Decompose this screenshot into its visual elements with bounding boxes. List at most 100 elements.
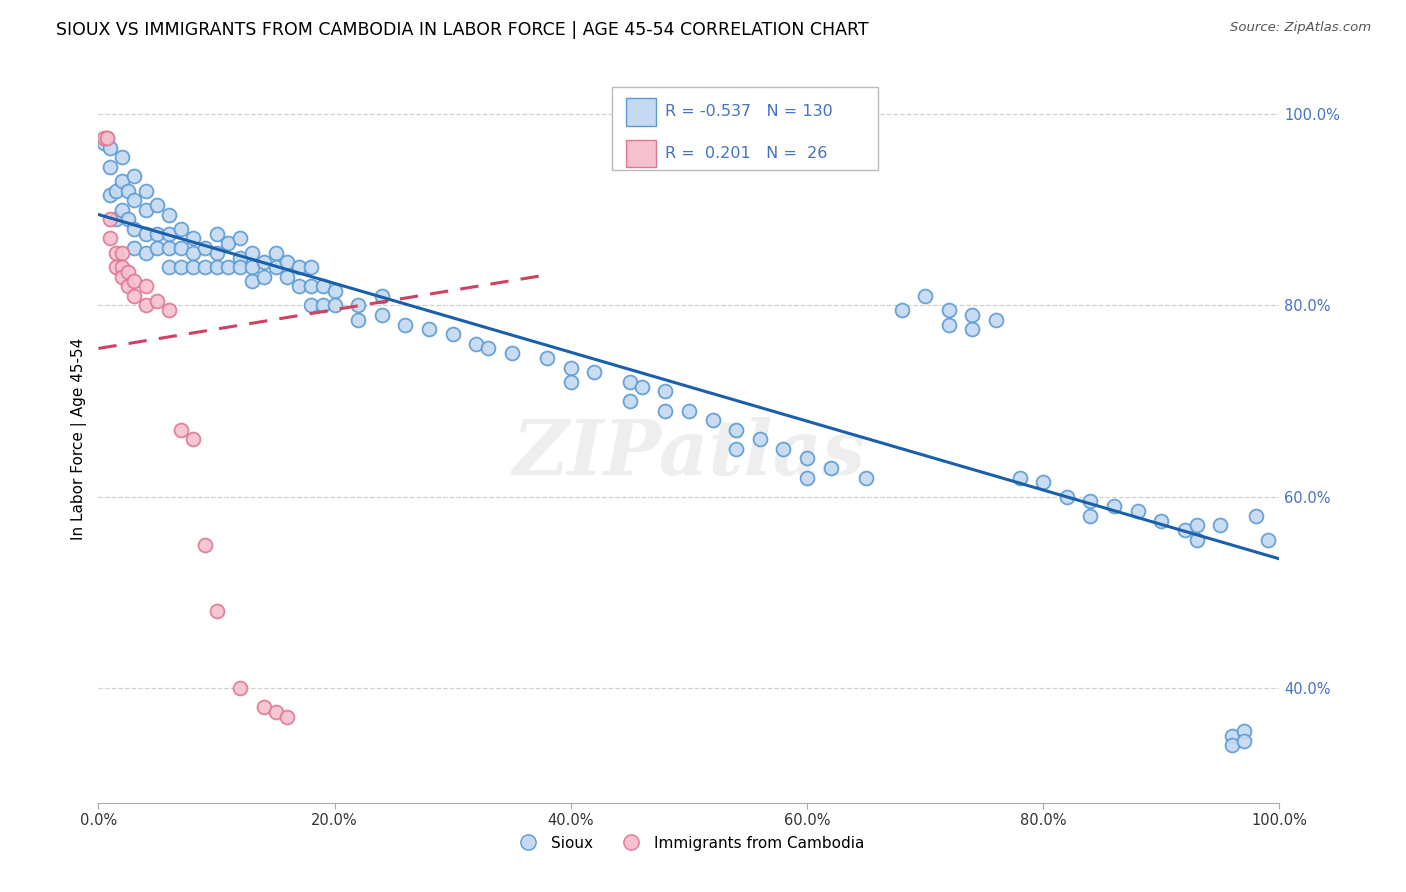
Point (105, 212, 128, 227)
Point (1244, 508, 1267, 523)
Point (111, 260, 134, 274)
Point (229, 681, 252, 695)
Point (181, 245, 204, 260)
Point (299, 279, 322, 293)
Point (441, 327, 464, 342)
Point (394, 318, 416, 332)
Point (170, 241, 193, 255)
Point (288, 279, 311, 293)
Point (1185, 518, 1208, 533)
Point (111, 269, 134, 284)
Point (772, 442, 794, 456)
Point (264, 245, 287, 260)
Point (157, 207, 180, 221)
Text: ZIPatlas: ZIPatlas (512, 417, 866, 491)
Point (630, 380, 652, 394)
FancyBboxPatch shape (626, 140, 655, 168)
Point (122, 289, 145, 303)
Point (170, 222, 193, 236)
Point (914, 289, 936, 303)
Point (205, 227, 228, 241)
Point (146, 198, 169, 212)
Point (135, 202, 157, 217)
Point (117, 212, 139, 227)
Point (229, 260, 252, 274)
Point (323, 284, 346, 298)
Point (1150, 514, 1173, 528)
Point (1056, 490, 1078, 504)
Point (299, 298, 322, 312)
Point (583, 365, 606, 379)
Point (1185, 533, 1208, 547)
Point (253, 269, 276, 284)
Point (135, 279, 157, 293)
Point (157, 241, 180, 255)
Text: SIOUX VS IMMIGRANTS FROM CAMBODIA IN LABOR FORCE | AGE 45-54 CORRELATION CHART: SIOUX VS IMMIGRANTS FROM CAMBODIA IN LAB… (56, 21, 869, 38)
Point (146, 241, 169, 255)
Point (205, 245, 228, 260)
Legend: Sioux, Immigrants from Cambodia: Sioux, Immigrants from Cambodia (508, 830, 870, 857)
Point (217, 236, 239, 251)
Point (98, 188, 121, 202)
Point (117, 265, 139, 279)
Point (111, 202, 134, 217)
Point (560, 360, 582, 375)
Point (725, 423, 748, 437)
Point (194, 537, 217, 551)
Point (984, 312, 1007, 326)
Point (229, 251, 252, 265)
Point (157, 260, 180, 274)
Point (105, 260, 128, 274)
Point (122, 169, 145, 184)
Point (619, 375, 641, 389)
Point (122, 241, 145, 255)
Point (560, 375, 582, 389)
Point (98, 160, 121, 174)
Point (501, 346, 523, 360)
Point (98, 212, 121, 227)
Point (253, 255, 276, 269)
Point (181, 260, 204, 274)
Point (264, 705, 287, 719)
FancyBboxPatch shape (626, 98, 655, 126)
Point (122, 193, 145, 207)
Point (796, 470, 818, 484)
Point (253, 700, 276, 714)
Point (725, 442, 748, 456)
Point (135, 227, 157, 241)
Point (1032, 475, 1054, 490)
Point (111, 150, 134, 164)
Point (170, 423, 193, 437)
Point (619, 394, 641, 409)
Point (288, 260, 311, 274)
Point (122, 222, 145, 236)
Point (1126, 504, 1149, 518)
Point (135, 184, 157, 198)
Point (205, 260, 228, 274)
Point (135, 298, 157, 312)
Point (1220, 739, 1243, 753)
Point (323, 298, 346, 312)
Point (146, 227, 169, 241)
Point (748, 432, 770, 446)
Point (117, 279, 139, 293)
Point (276, 255, 298, 269)
Text: Source: ZipAtlas.com: Source: ZipAtlas.com (1230, 21, 1371, 34)
Point (240, 275, 263, 289)
Point (654, 403, 676, 417)
Point (962, 322, 984, 336)
Point (170, 260, 193, 274)
Point (146, 293, 169, 308)
Point (1080, 508, 1102, 523)
Point (240, 260, 263, 274)
Point (98, 231, 121, 245)
Point (312, 298, 335, 312)
Point (135, 245, 157, 260)
Point (229, 231, 252, 245)
Point (1209, 518, 1232, 533)
Point (890, 303, 912, 318)
Point (264, 260, 287, 274)
Point (157, 227, 180, 241)
Point (465, 336, 488, 351)
Point (1233, 724, 1256, 739)
